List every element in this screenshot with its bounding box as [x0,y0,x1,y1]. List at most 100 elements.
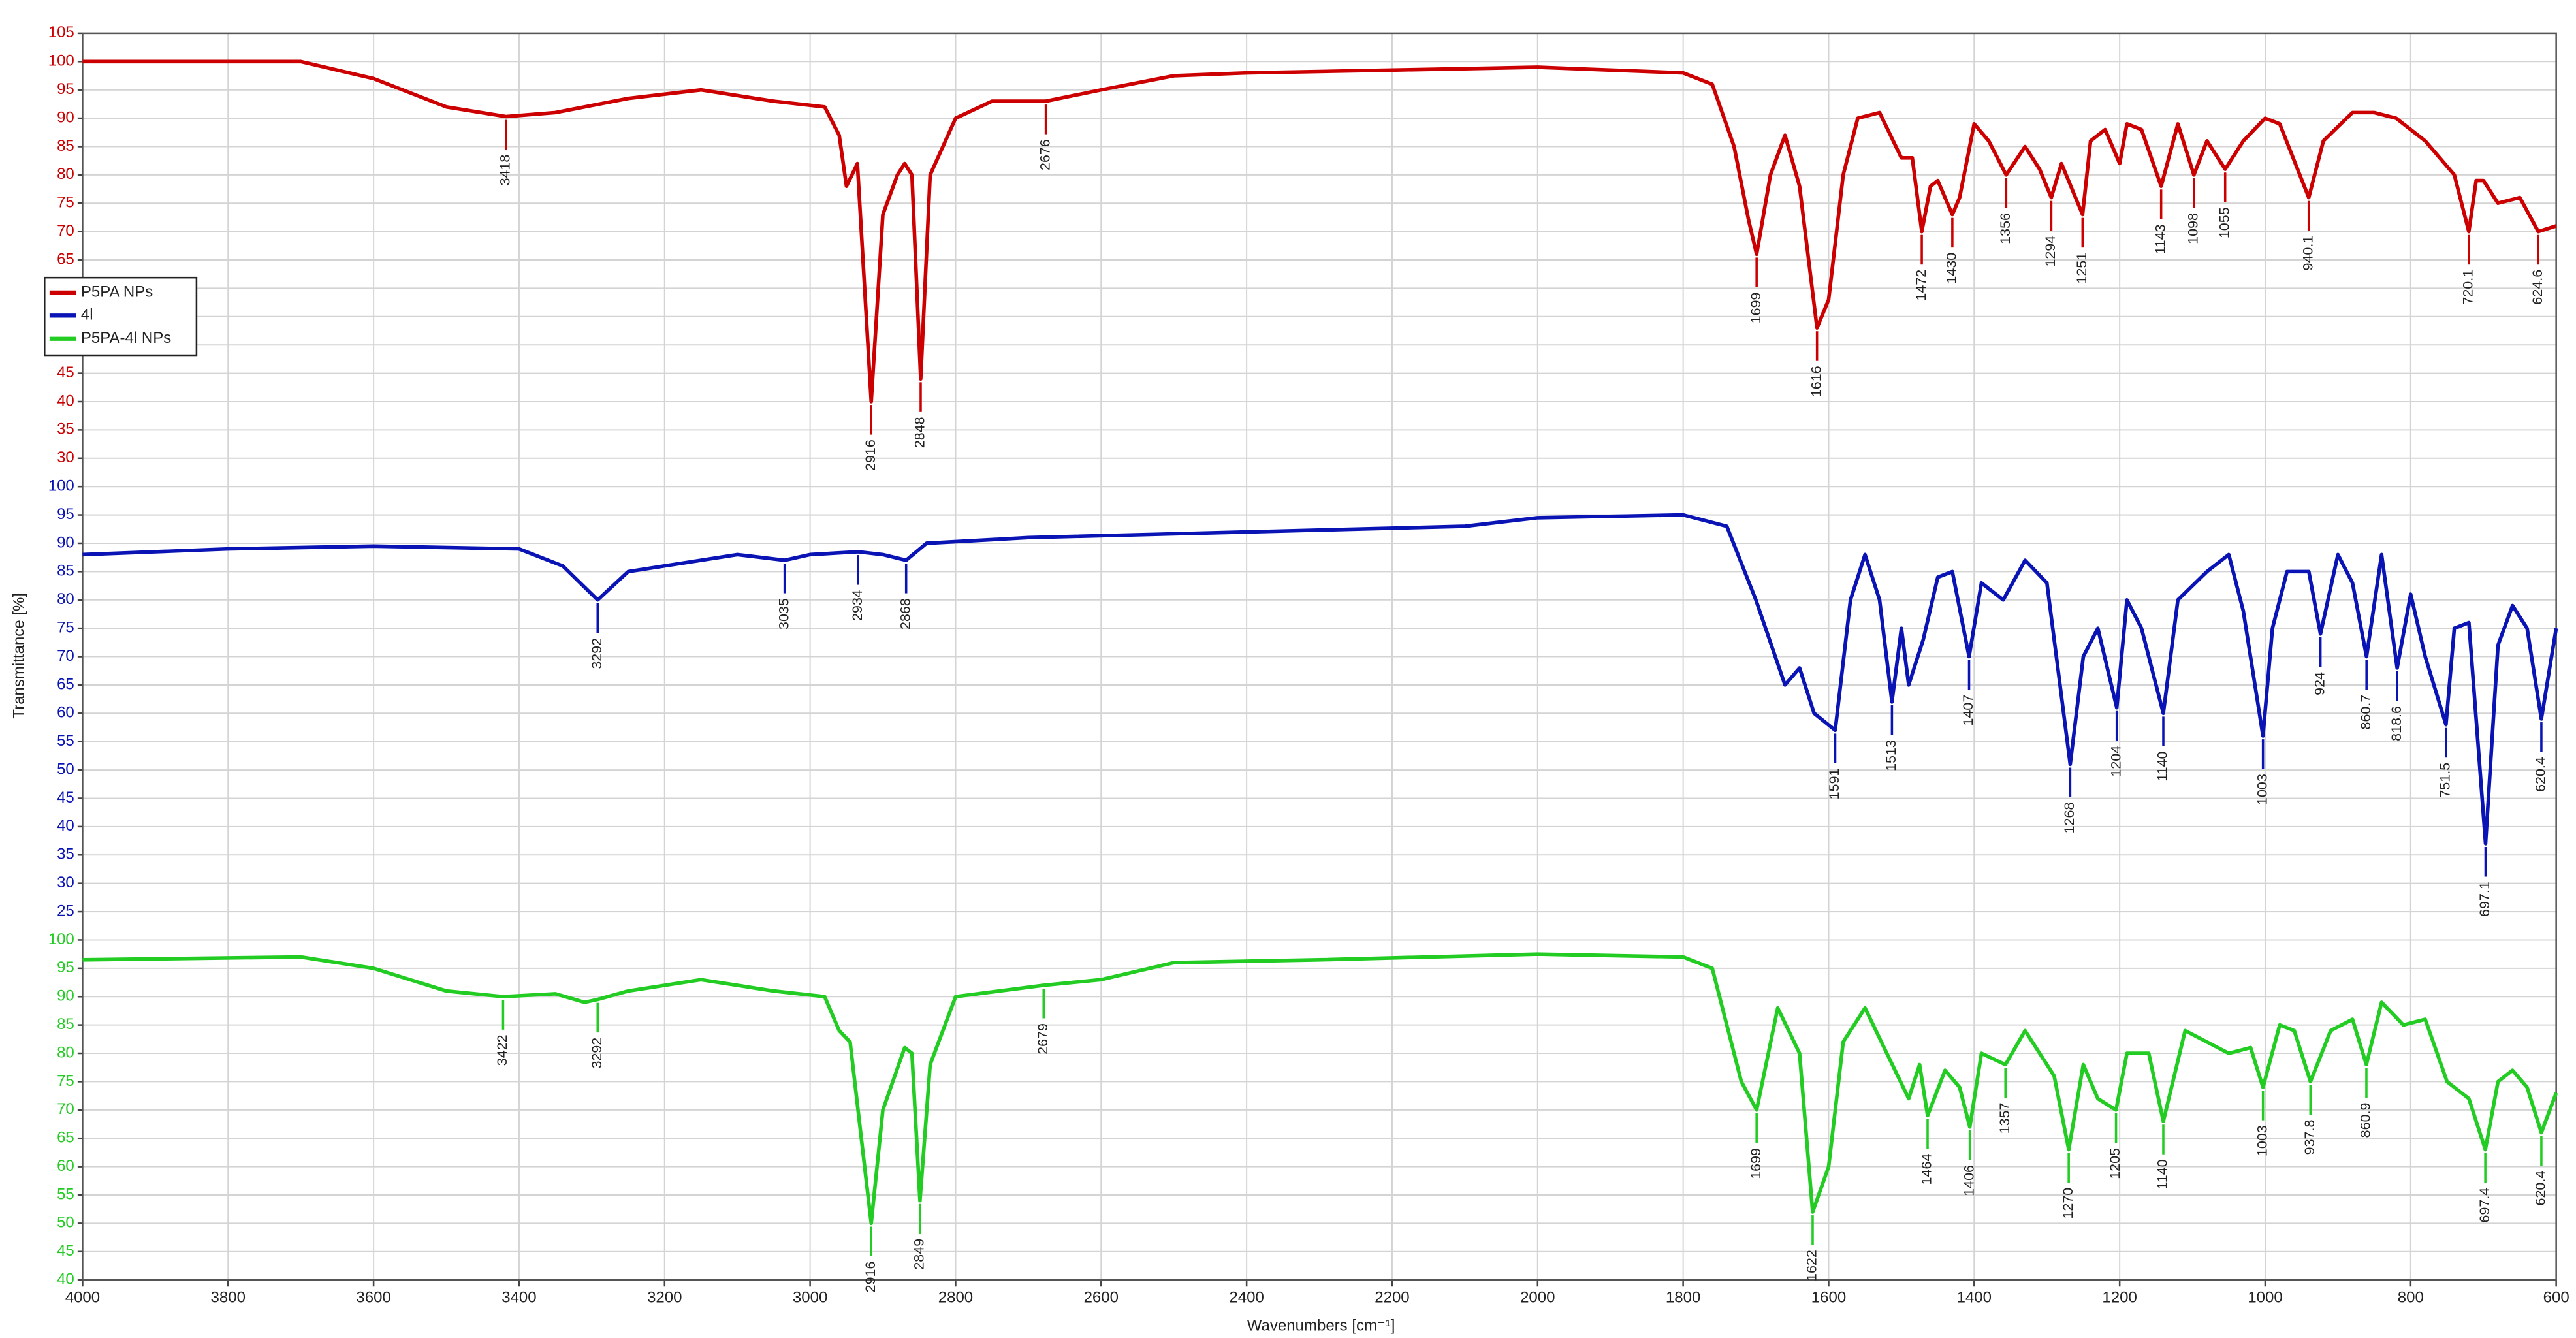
peak-label: 1430 [1944,253,1960,284]
peak-label: 2916 [863,1262,878,1293]
peak-label: 3292 [589,1038,605,1069]
peak-label: 1270 [2060,1188,2076,1219]
y-tick-label: 30 [57,449,74,466]
peak-label: 1357 [1997,1103,2012,1134]
y-tick-label: 95 [57,959,74,976]
peak-label: 818.6 [2389,706,2404,741]
x-tick-label: 800 [2398,1288,2424,1306]
peak-label: 860.9 [2358,1103,2374,1138]
y-tick-label: 85 [57,137,74,155]
y-tick-label: 90 [57,108,74,126]
spectrum-line [82,59,2557,404]
peak-label: 3292 [589,638,605,669]
y-tick-label: 45 [57,789,74,806]
peak-label: 3035 [776,598,791,629]
y-tick-label: 100 [48,52,74,70]
y-tick-label: 40 [57,1271,74,1288]
peak-label: 2676 [1037,139,1053,170]
peak-label: 720.1 [2460,270,2476,305]
y-tick-label: 95 [57,80,74,98]
peak-label: 860.7 [2358,695,2374,730]
y-tick-label: 35 [57,846,74,863]
peak-label: 1003 [2254,1125,2270,1156]
y-tick-label: 35 [57,421,74,438]
y-tick-label: 100 [48,477,74,495]
y-tick-label: 105 [48,24,74,41]
y-tick-label: 45 [57,364,74,381]
peak-label: 940.1 [2300,236,2315,271]
y-tick-label: 70 [57,647,74,665]
y-tick-label: 80 [57,165,74,183]
y-tick-label: 90 [57,534,74,551]
x-tick-label: 1600 [1811,1288,1846,1306]
peak-label: 3422 [494,1034,510,1066]
peak-label: 1699 [1748,1148,1764,1179]
peak-label: 1472 [1913,270,1929,301]
y-tick-label: 80 [57,590,74,608]
peak-label: 1407 [1960,695,1976,726]
peak-label: 3418 [498,155,513,186]
peak-label: 1251 [2074,253,2090,284]
x-tick-label: 4000 [65,1288,100,1306]
y-tick-label: 40 [57,392,74,409]
peak-label: 620.4 [2533,1171,2549,1206]
peak-label: 624.6 [2530,270,2545,305]
y-tick-label: 70 [57,1100,74,1118]
x-tick-label: 2800 [938,1288,973,1306]
peak-label: 2679 [1035,1023,1051,1055]
y-tick-label: 75 [57,194,74,212]
peak-label: 1098 [2185,213,2201,244]
peak-label: 1140 [2155,1159,2171,1189]
legend-label: P5PA NPs [81,283,153,300]
legend-label: P5PA-4l NPs [81,329,171,347]
peak-label: 697.4 [2477,1188,2492,1223]
peak-label: 1513 [1883,740,1899,771]
y-tick-label: 45 [57,1242,74,1260]
peak-label: 1143 [2152,224,2168,254]
legend-label: 4l [81,306,93,324]
x-tick-label: 2600 [1084,1288,1119,1306]
x-tick-label: 3600 [356,1288,390,1306]
plot-frame [82,32,2557,1281]
peak-label: 1356 [1997,213,2013,244]
peak-label: 1205 [2107,1148,2123,1179]
y-tick-label: 55 [57,732,74,750]
y-tick-label: 50 [57,1214,74,1232]
x-tick-label: 1400 [1957,1288,1992,1306]
y-tick-label: 65 [57,250,74,268]
peak-label: 1294 [2043,236,2058,267]
y-tick-label: 90 [57,987,74,1005]
x-axis-label: Wavenumbers [cm⁻¹] [1247,1316,1395,1334]
peak-label: 1268 [2061,803,2077,834]
peak-label: 924 [2312,672,2327,695]
y-tick-label: 95 [57,505,74,523]
y-tick-label: 70 [57,222,74,240]
peak-label: 1140 [2155,751,2171,781]
y-tick-label: 25 [57,902,74,919]
peak-label: 2849 [912,1239,927,1270]
spectrum-line [82,952,2558,1226]
y-tick-label: 60 [57,704,74,722]
y-tick-label: 40 [57,817,74,835]
y-tick-label: 50 [57,760,74,778]
spectrum-line [82,513,2558,846]
y-tick-label: 80 [57,1043,74,1061]
peak-label: 1406 [1961,1165,1977,1196]
y-tick-label: 65 [57,1129,74,1147]
x-tick-label: 3200 [647,1288,682,1306]
y-tick-label: 60 [57,1157,74,1175]
peak-label: 620.4 [2533,757,2549,792]
y-tick-label: 75 [57,1072,74,1090]
peak-label: 2934 [850,590,865,621]
peak-label: 751.5 [2438,763,2453,798]
y-tick-label: 100 [48,931,74,948]
peak-label: 1204 [2108,746,2123,777]
x-tick-label: 2400 [1229,1288,1264,1306]
y-axis-label: Transmittance [%] [10,593,28,719]
y-tick-label: 65 [57,675,74,693]
peak-label: 1622 [1804,1250,1820,1281]
x-tick-label: 3000 [793,1288,827,1306]
peak-label: 1464 [1919,1154,1935,1185]
x-tick-label: 1000 [2248,1288,2282,1306]
